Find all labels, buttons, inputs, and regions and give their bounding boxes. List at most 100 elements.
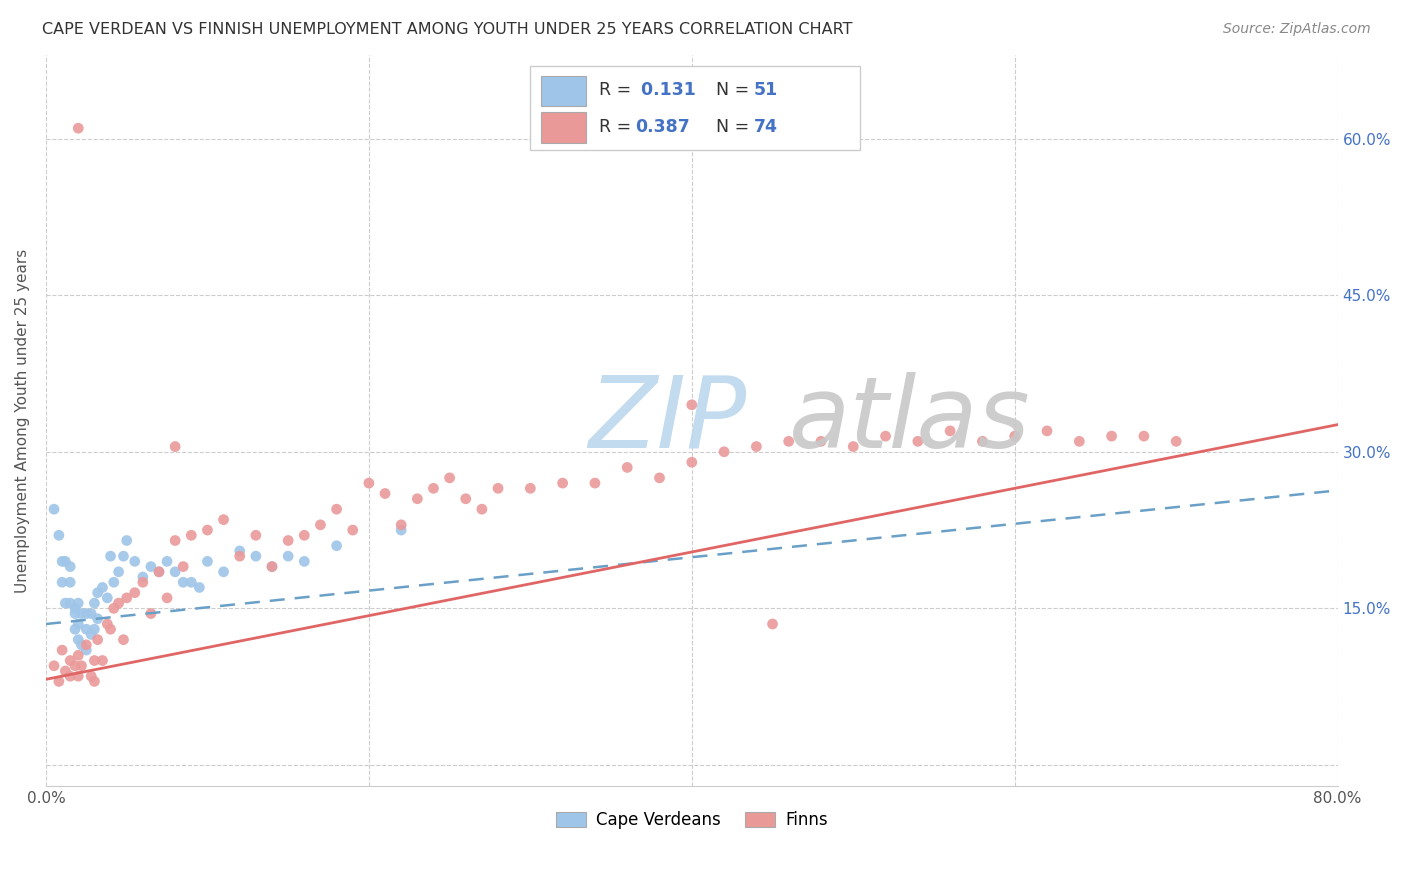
Point (42, 502, 65, 516)
Point (107, 596, 129, 610)
Text: R =: R = (599, 81, 637, 99)
Point (67, 632, 90, 647)
FancyBboxPatch shape (541, 112, 586, 143)
Point (67, 648, 90, 663)
Point (67, 121, 90, 136)
Point (1166, 434, 1188, 449)
Text: 51: 51 (754, 81, 778, 99)
Point (107, 565, 129, 579)
Text: 74: 74 (754, 119, 778, 136)
Point (519, 481, 541, 495)
Point (91, 654, 114, 668)
Point (439, 471, 461, 485)
Legend: Cape Verdeans, Finns: Cape Verdeans, Finns (548, 805, 835, 836)
Point (70, 638, 93, 652)
Point (778, 434, 800, 449)
Point (156, 591, 179, 605)
Point (63, 658, 86, 673)
Point (1069, 434, 1091, 449)
Point (124, 554, 146, 568)
Point (165, 565, 187, 579)
Point (53, 554, 76, 568)
Point (148, 565, 170, 579)
Point (86, 585, 108, 599)
Point (53, 664, 76, 678)
Text: N =: N = (704, 119, 755, 136)
Point (51, 554, 73, 568)
Point (325, 539, 347, 553)
Point (292, 554, 315, 568)
Point (454, 491, 477, 506)
Point (86, 632, 108, 647)
Point (100, 622, 122, 636)
Point (115, 533, 138, 548)
Point (96, 591, 118, 605)
Text: 0.387: 0.387 (636, 119, 690, 136)
Text: N =: N = (704, 81, 755, 99)
Point (51, 643, 73, 657)
Point (91, 581, 114, 595)
Point (165, 533, 187, 548)
Point (83, 622, 105, 636)
Point (75, 638, 97, 652)
Point (83, 596, 105, 610)
Point (86, 612, 108, 626)
Point (156, 554, 179, 568)
Point (486, 481, 509, 495)
Point (75, 607, 97, 621)
Point (132, 575, 155, 590)
Point (148, 565, 170, 579)
Point (616, 460, 638, 475)
Point (100, 549, 122, 563)
Point (1036, 424, 1059, 438)
Point (172, 575, 194, 590)
Point (80, 669, 103, 683)
Point (48, 674, 70, 689)
Text: CAPE VERDEAN VS FINNISH UNEMPLOYMENT AMONG YOUTH UNDER 25 YEARS CORRELATION CHAR: CAPE VERDEAN VS FINNISH UNEMPLOYMENT AMO… (42, 22, 852, 37)
Point (139, 559, 162, 574)
Text: 0.131: 0.131 (636, 81, 696, 99)
Point (112, 549, 135, 563)
Y-axis label: Unemployment Among Youth under 25 years: Unemployment Among Youth under 25 years (15, 248, 30, 592)
Point (309, 517, 332, 532)
Point (357, 476, 380, 491)
Point (939, 424, 962, 438)
Point (1133, 429, 1156, 443)
Point (112, 632, 135, 647)
Point (972, 434, 994, 449)
Point (389, 523, 412, 537)
Point (875, 429, 897, 443)
Point (277, 549, 299, 563)
Point (325, 502, 347, 516)
Point (228, 549, 250, 563)
Point (63, 622, 86, 636)
Point (165, 440, 187, 454)
Point (180, 528, 202, 542)
Point (83, 654, 105, 668)
Text: Source: ZipAtlas.com: Source: ZipAtlas.com (1223, 22, 1371, 37)
Point (228, 544, 250, 558)
FancyBboxPatch shape (541, 76, 586, 106)
Point (180, 575, 202, 590)
Point (713, 444, 735, 458)
Point (67, 669, 90, 683)
Point (245, 549, 267, 563)
Point (80, 627, 103, 641)
Point (277, 533, 299, 548)
Point (139, 607, 162, 621)
Point (292, 528, 315, 542)
Point (406, 491, 429, 506)
Point (59, 654, 82, 668)
Point (63, 607, 86, 621)
Point (59, 669, 82, 683)
Point (70, 658, 93, 673)
Point (42, 658, 65, 673)
Text: R =: R = (599, 119, 637, 136)
Point (59, 559, 82, 574)
Point (132, 570, 155, 584)
Point (260, 559, 283, 574)
Point (59, 596, 82, 610)
Point (761, 617, 783, 632)
Point (648, 471, 671, 485)
Point (907, 434, 929, 449)
